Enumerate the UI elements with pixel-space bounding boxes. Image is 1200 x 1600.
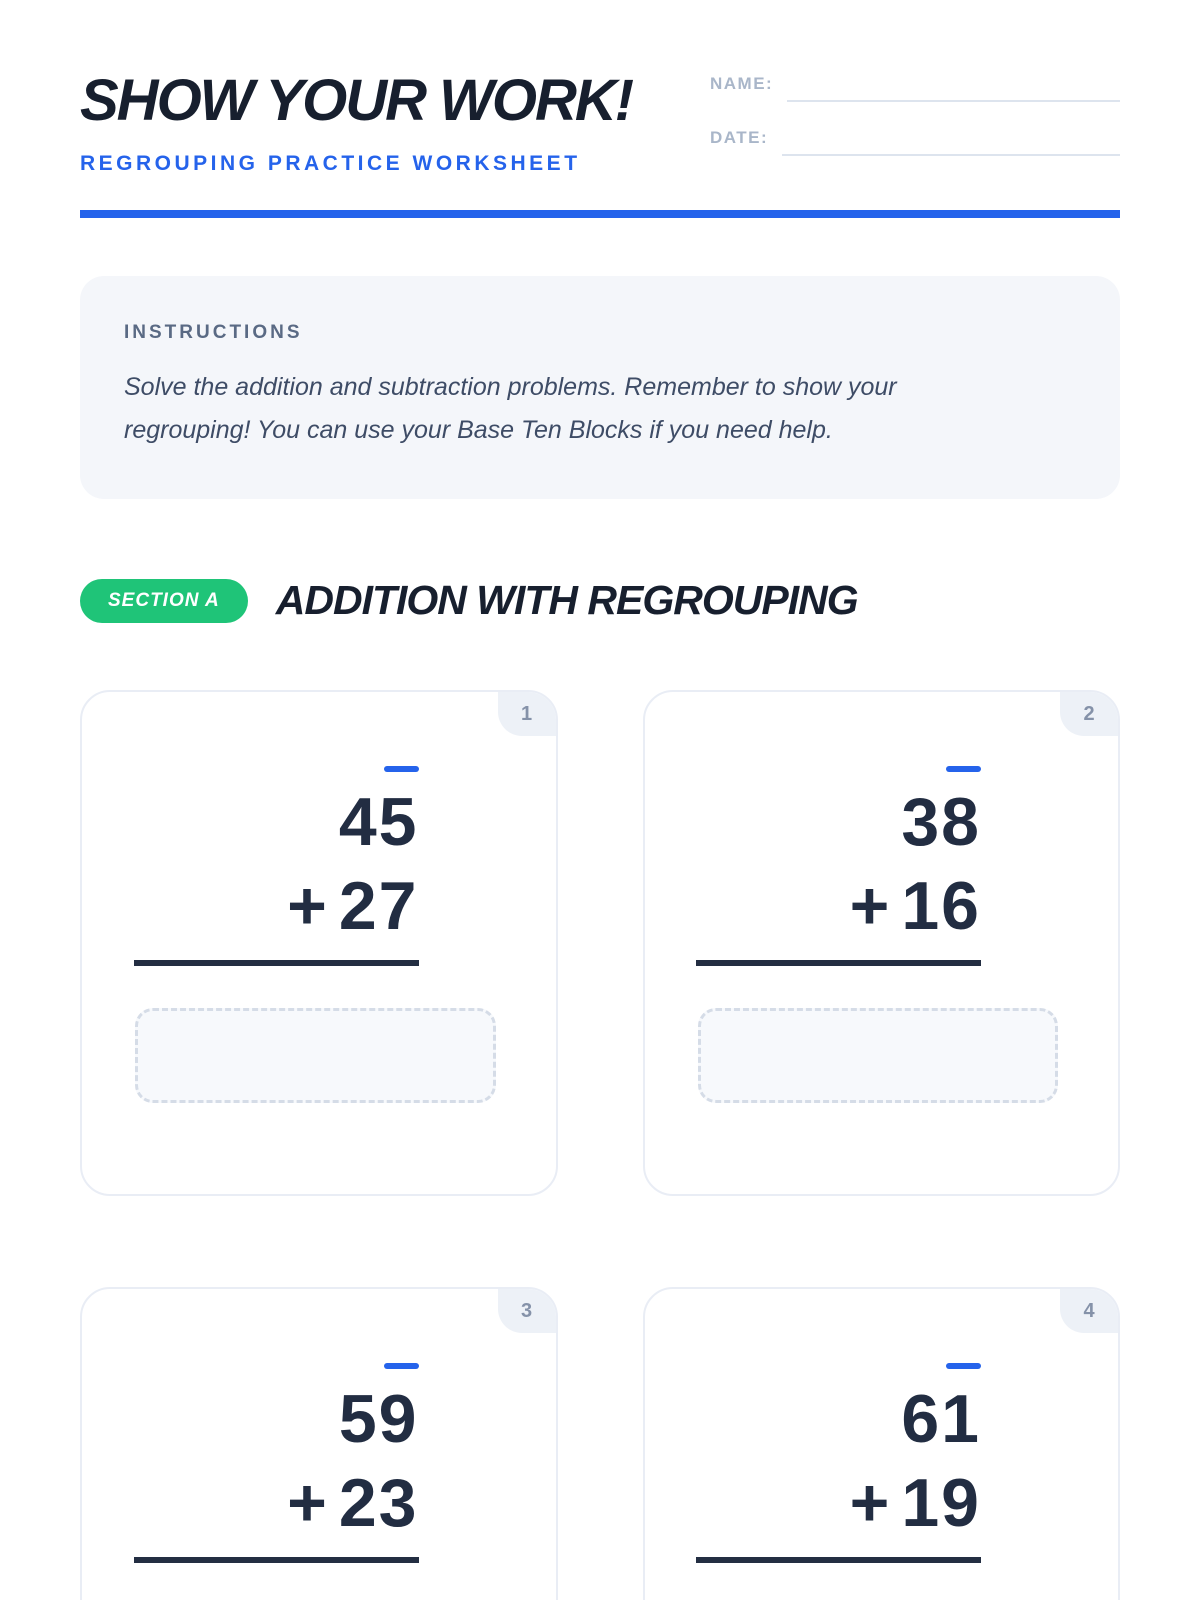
instructions-body: Solve the addition and subtraction probl… xyxy=(124,373,897,444)
addend-bottom: 27 xyxy=(338,868,419,944)
addend-bottom: 16 xyxy=(901,868,981,944)
problem-card-1: 1 45 + 27 xyxy=(80,690,558,1196)
addend-bottom-row: + 16 xyxy=(850,872,981,940)
answer-line xyxy=(133,1557,419,1563)
problem-stack: 45 + 27 xyxy=(82,692,556,966)
addend-bottom: 19 xyxy=(901,1465,981,1541)
problem-stack: 61 + 19 xyxy=(645,1289,1119,1563)
date-field-row: DATE: xyxy=(710,126,1120,156)
addend-bottom-row: + 19 xyxy=(850,1469,981,1537)
plus-operator: + xyxy=(287,1465,327,1541)
answer-line xyxy=(696,1557,981,1563)
section-header: SECTION A ADDITION WITH REGROUPING xyxy=(80,577,1120,624)
date-input-line[interactable] xyxy=(782,126,1120,156)
carry-mark-line xyxy=(946,766,981,772)
work-area-box[interactable] xyxy=(697,1008,1058,1103)
problem-number: 3 xyxy=(520,1299,533,1322)
addend-top: 45 xyxy=(338,784,419,860)
header: SHOW YOUR WORK! REGROUPING PRACTICE WORK… xyxy=(80,0,1120,176)
section-badge: SECTION A xyxy=(80,578,248,623)
date-label: DATE: xyxy=(710,128,769,147)
problem-stack: 59 + 23 xyxy=(82,1289,556,1563)
plus-operator: + xyxy=(849,1465,890,1541)
answer-line xyxy=(133,960,419,966)
carry-mark-line xyxy=(383,1363,419,1369)
problem-number: 4 xyxy=(1083,1299,1095,1322)
instructions-box: INSTRUCTIONS Solve the addition and subt… xyxy=(80,276,1120,499)
header-divider-rule xyxy=(80,210,1120,218)
name-field-row: NAME: xyxy=(710,72,1120,102)
problems-grid: 1 45 + 27 2 3 xyxy=(80,690,1120,1600)
instructions-heading: INSTRUCTIONS xyxy=(124,322,303,343)
addend-top: 38 xyxy=(901,784,981,860)
page-title: SHOW YOUR WORK! xyxy=(80,68,634,133)
problem-number-badge: 3 xyxy=(497,1289,556,1333)
problem-number-badge: 2 xyxy=(1060,692,1118,736)
addend-bottom-row: + 27 xyxy=(287,872,418,940)
carry-mark-line xyxy=(383,766,419,772)
carry-mark-line xyxy=(946,1363,981,1369)
problem-number-badge: 1 xyxy=(497,692,556,736)
title-block: SHOW YOUR WORK! REGROUPING PRACTICE WORK… xyxy=(80,68,634,176)
problem-number: 2 xyxy=(1083,702,1095,725)
problem-number: 1 xyxy=(520,702,533,725)
plus-operator: + xyxy=(287,868,327,944)
addend-top: 61 xyxy=(901,1381,981,1457)
name-label: NAME: xyxy=(710,74,774,93)
problem-number-badge: 4 xyxy=(1060,1289,1118,1333)
problem-card-2: 2 38 + 16 xyxy=(642,690,1120,1196)
addend-bottom-row: + 23 xyxy=(287,1469,418,1537)
answer-line xyxy=(696,960,981,966)
problem-stack: 38 + 16 xyxy=(645,692,1119,966)
addend-bottom: 23 xyxy=(338,1465,419,1541)
addend-top: 59 xyxy=(338,1381,419,1457)
name-input-line[interactable] xyxy=(787,72,1120,102)
work-area-box[interactable] xyxy=(135,1008,496,1103)
name-date-fields: NAME: DATE: xyxy=(710,72,1120,176)
section-title: ADDITION WITH REGROUPING xyxy=(275,577,859,623)
problem-card-3: 3 59 + 23 xyxy=(80,1287,558,1600)
problem-card-4: 4 61 + 19 xyxy=(642,1287,1120,1600)
plus-operator: + xyxy=(849,868,890,944)
page-subtitle: REGROUPING PRACTICE WORKSHEET xyxy=(80,152,581,175)
